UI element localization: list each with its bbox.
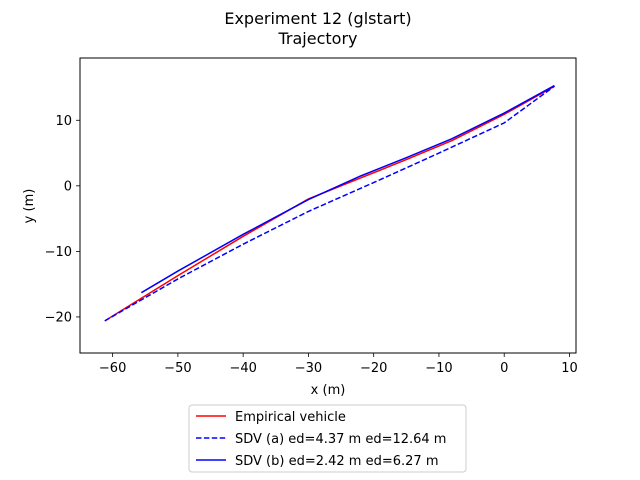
x-tick-label: −60 [99, 361, 126, 376]
series-line-1 [104, 85, 555, 322]
x-tick-label: 0 [500, 361, 508, 376]
y-tick-label: −20 [45, 310, 72, 325]
plot-frame [79, 57, 577, 354]
y-tick-label: −10 [45, 245, 72, 260]
y-axis-ticks: −20 −10 0 10 [45, 114, 80, 325]
x-tick-label: 10 [561, 361, 578, 376]
legend-box [188, 404, 467, 473]
y-axis-label: y (m) [22, 189, 37, 224]
legend-label-sdv-b: SDV (b) ed=2.42 m ed=6.27 m [235, 454, 439, 469]
x-tick-label: −10 [425, 361, 452, 376]
legend-label-empirical: Empirical vehicle [235, 410, 346, 425]
y-tick-label: 10 [55, 114, 72, 129]
x-axis-ticks: −60 −50 −40 −30 −20 −10 0 10 [99, 353, 578, 376]
x-tick-label: −50 [164, 361, 191, 376]
legend-label-sdv-a: SDV (a) ed=4.37 m ed=12.64 m [235, 432, 446, 447]
series-line-0 [104, 85, 555, 322]
x-axis-label: x (m) [311, 383, 346, 398]
x-tick-label: −20 [360, 361, 387, 376]
chart-title: Experiment 12 (glstart) [224, 9, 411, 28]
x-tick-label: −30 [295, 361, 322, 376]
series-layer [104, 84, 555, 322]
legend: Empirical vehicle SDV (a) ed=4.37 m ed=1… [188, 404, 467, 473]
series-line-2 [140, 84, 555, 294]
chart-subtitle: Trajectory [278, 29, 358, 48]
y-tick-label: 0 [64, 179, 72, 194]
x-tick-label: −40 [229, 361, 256, 376]
